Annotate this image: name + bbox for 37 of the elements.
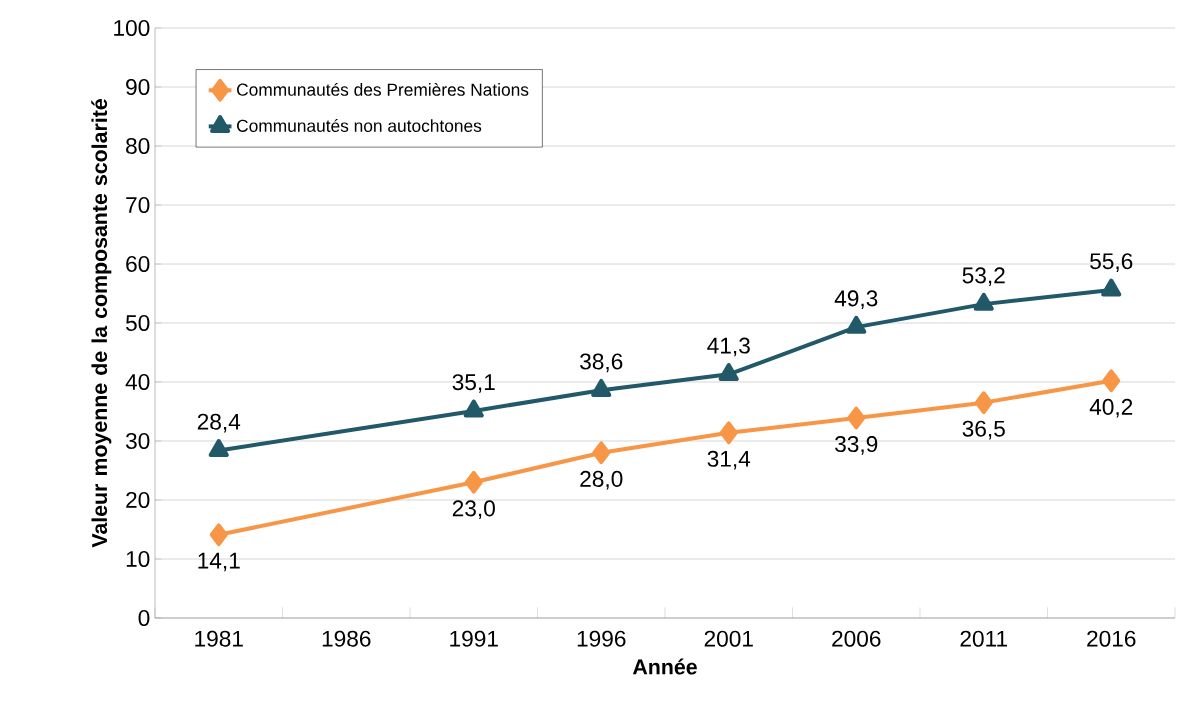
- y-tick-label: 0: [138, 609, 150, 627]
- data-label: 23,0: [452, 500, 495, 520]
- legend-label: Communautés non autochtones: [237, 119, 482, 132]
- y-tick-label: 30: [125, 432, 150, 450]
- data-label: 28,0: [580, 470, 623, 490]
- y-tick-label: 90: [126, 78, 150, 96]
- x-tick-label: 2011: [960, 630, 1008, 647]
- x-tick-label: 2001: [704, 630, 753, 647]
- x-tick-label: 1996: [577, 630, 626, 647]
- y-tick-label: 50: [125, 314, 150, 332]
- data-label: 53,2: [962, 267, 1005, 287]
- y-axis-title: Valeur moyenne de la composante scolarité: [91, 99, 112, 548]
- y-tick-label: 10: [126, 550, 150, 568]
- data-label: 14,1: [198, 552, 240, 572]
- y-tick-label: 70: [126, 196, 150, 214]
- data-label: 55,6: [1090, 253, 1133, 272]
- x-tick-label: 2016: [1087, 630, 1136, 647]
- data-label: 35,1: [452, 374, 495, 393]
- data-label: 41,3: [707, 337, 750, 357]
- x-tick-label: 2006: [832, 630, 881, 647]
- y-tick-label: 20: [126, 491, 150, 509]
- data-label: 40,2: [1089, 398, 1133, 418]
- y-tick-label: 80: [126, 137, 150, 155]
- y-tick-label: 100: [114, 19, 150, 37]
- y-tick-label: 40: [125, 373, 150, 391]
- x-axis-title: Année: [632, 658, 697, 675]
- data-label: 36,5: [962, 420, 1005, 440]
- data-label: 49,3: [834, 290, 878, 310]
- x-tick-label: 1991: [450, 630, 498, 647]
- x-tick-label: 1981: [195, 630, 243, 647]
- legend-label: Communautés des Premières Nations: [237, 82, 529, 96]
- data-label: 31,4: [707, 450, 751, 470]
- data-label: 33,9: [835, 436, 878, 455]
- data-label: 38,6: [580, 353, 623, 373]
- y-tick-label: 60: [126, 255, 150, 273]
- x-tick-label: 1986: [322, 630, 371, 647]
- data-label: 28,4: [197, 413, 241, 433]
